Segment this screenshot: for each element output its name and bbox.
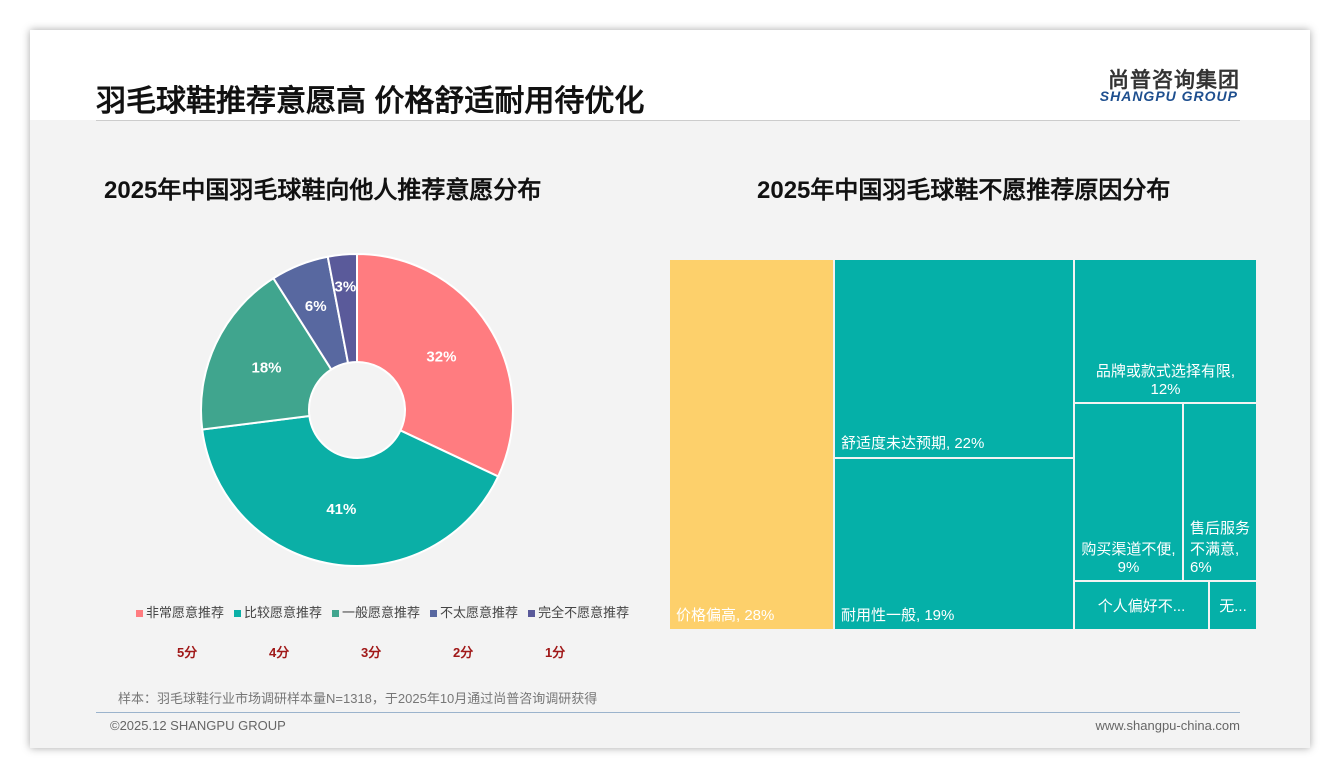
legend-label: 完全不愿意推荐 (538, 605, 630, 620)
legend-swatch (430, 610, 438, 618)
treemap-title: 2025年中国羽毛球鞋不愿推荐原因分布 (757, 177, 1171, 204)
divider (96, 120, 1240, 121)
pie-slice-4 (326, 252, 358, 365)
pie-data-label: 6% (305, 298, 327, 315)
pie-data-label: 18% (252, 359, 282, 376)
treemap-label: 舒适度未达预期, 22% (841, 435, 985, 452)
page-title: 羽毛球鞋推荐意愿高 价格舒适耐用待优化 (96, 85, 645, 118)
treemap-label: 耐用性一般, 19% (841, 607, 955, 624)
legend-item: 非常愿意推荐 (136, 602, 224, 621)
pie-title: 2025年中国羽毛球鞋向他人推荐意愿分布 (104, 177, 542, 204)
treemap-cell: 品牌或款式选择有限, 12% (1075, 260, 1256, 402)
treemap-cell: 售后服务不满意, 6% (1184, 404, 1256, 580)
pie-slice-1 (201, 414, 500, 567)
treemap-cell: 价格偏高, 28% (670, 260, 833, 629)
pie-data-label: 41% (326, 501, 356, 518)
pie-data-label: 3% (334, 279, 356, 296)
legend-label: 比较愿意推荐 (244, 605, 323, 620)
treemap-cell: 舒适度未达预期, 22% (835, 260, 1073, 457)
legend-swatch (528, 610, 536, 618)
slide: 羽毛球鞋推荐意愿高 价格舒适耐用待优化 尚普咨询集团 SHANGPU GROUP… (30, 30, 1310, 748)
header-band (30, 30, 1310, 120)
pie-legend: 非常愿意推荐 比较愿意推荐 一般愿意推荐 不太愿意推荐 完全不愿意推荐 (136, 602, 629, 621)
legend-label: 一般愿意推荐 (342, 605, 421, 620)
score-label: 1分 (545, 645, 566, 660)
score-label: 5分 (177, 645, 198, 660)
sample-note: 样本：羽毛球鞋行业市场调研样本量N=1318，于2025年10月通过尚普咨询调研… (118, 691, 598, 706)
footer-divider (96, 712, 1240, 713)
legend-swatch (332, 610, 340, 618)
treemap-cell: 个人偏好不... (1075, 582, 1208, 629)
treemap-label: 价格偏高, 28% (676, 607, 775, 624)
logo-en: SHANGPU GROUP (1099, 88, 1238, 104)
legend-item: 完全不愿意推荐 (528, 602, 629, 621)
legend-swatch (136, 610, 143, 618)
treemap-label: 个人偏好不... (1097, 598, 1186, 615)
logo-cn: 尚普咨询集团 (1108, 69, 1240, 92)
copyright: ©2025.12 SHANGPU GROUP (110, 718, 286, 733)
legend-label: 非常愿意推荐 (146, 605, 225, 620)
donut-chart: 32% 41% 18% 6% 3% (200, 252, 514, 567)
score-label: 3分 (361, 645, 382, 660)
pie-slice-2 (200, 276, 333, 431)
legend-swatch (234, 610, 242, 618)
pie-slice-0 (356, 252, 514, 478)
pie-data-label: 32% (426, 348, 456, 365)
legend-item: 不太愿意推荐 (430, 602, 518, 621)
treemap-cell: 无... (1210, 582, 1256, 629)
website: www.shangpu-china.com (1095, 718, 1240, 733)
treemap-label: 购买渠道不便, 9% (1081, 541, 1176, 576)
treemap-label: 无... (1219, 598, 1247, 615)
treemap-chart: 价格偏高, 28% 舒适度未达预期, 22% 耐用性一般, 19% 品牌或款式选择有限… (670, 260, 1256, 629)
legend-item: 比较愿意推荐 (234, 602, 322, 621)
legend-label: 不太愿意推荐 (440, 605, 519, 620)
score-label: 2分 (453, 645, 474, 660)
treemap-cell: 耐用性一般, 19% (835, 459, 1073, 629)
score-label: 4分 (269, 645, 290, 660)
treemap-cell: 购买渠道不便, 9% (1075, 404, 1182, 580)
treemap-label: 售后服务不满意, 6% (1190, 520, 1251, 576)
treemap-label: 品牌或款式选择有限, 12% (1095, 363, 1236, 398)
legend-item: 一般愿意推荐 (332, 602, 420, 621)
